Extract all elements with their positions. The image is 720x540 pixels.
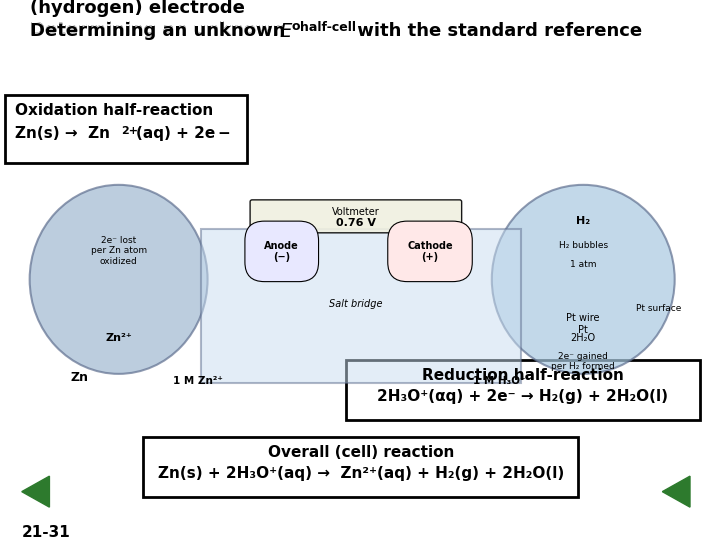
Text: H₂: H₂: [576, 217, 590, 226]
Text: 2H₃O⁺(αq) + 2e⁻ → H₂(g) + 2H₂O(l): 2H₃O⁺(αq) + 2e⁻ → H₂(g) + 2H₂O(l): [377, 389, 668, 404]
Text: 2+: 2+: [122, 126, 138, 136]
Text: half-cell: half-cell: [300, 21, 356, 33]
Polygon shape: [662, 476, 690, 507]
Text: (hydrogen) electrode: (hydrogen) electrode: [30, 0, 245, 17]
Text: 1 M H₃O⁺: 1 M H₃O⁺: [473, 376, 526, 386]
FancyBboxPatch shape: [346, 360, 700, 420]
Text: Pt surface: Pt surface: [636, 303, 681, 313]
Text: Zn(s) →  Zn: Zn(s) → Zn: [15, 126, 110, 141]
Text: (aq) + 2e: (aq) + 2e: [136, 126, 216, 141]
Text: Zn(s) + 2H₃O⁺(aq) →  Zn²⁺(aq) + H₂(g) + 2H₂O(l): Zn(s) + 2H₃O⁺(aq) → Zn²⁺(aq) + H₂(g) + 2…: [158, 467, 564, 482]
Text: H₂ bubbles: H₂ bubbles: [559, 241, 608, 249]
Ellipse shape: [492, 185, 675, 374]
Text: Overall (cell) reaction: Overall (cell) reaction: [268, 445, 454, 460]
FancyBboxPatch shape: [250, 200, 462, 233]
Text: with the standard reference: with the standard reference: [351, 23, 642, 40]
Text: Cathode
(+): Cathode (+): [408, 241, 453, 262]
Text: Voltmeter: Voltmeter: [332, 207, 379, 217]
Text: Reduction half-reaction: Reduction half-reaction: [422, 368, 624, 382]
Polygon shape: [22, 476, 50, 507]
FancyBboxPatch shape: [5, 95, 247, 163]
Ellipse shape: [30, 185, 207, 374]
Text: $\mathbf{\it{E}}$: $\mathbf{\it{E}}$: [279, 23, 293, 42]
Text: −: −: [217, 126, 230, 141]
Text: 2e⁻ lost
per Zn atom
oxidized: 2e⁻ lost per Zn atom oxidized: [91, 236, 147, 266]
Text: 1 M Zn²⁺: 1 M Zn²⁺: [173, 376, 222, 386]
Text: Oxidation half-reaction: Oxidation half-reaction: [15, 103, 213, 118]
Text: Determining an unknown: Determining an unknown: [30, 23, 292, 40]
Text: Pt wire
Pt: Pt wire Pt: [567, 313, 600, 335]
Text: Anode
(−): Anode (−): [264, 241, 299, 262]
Text: o: o: [292, 19, 300, 32]
Text: 1 atm: 1 atm: [570, 260, 596, 269]
FancyBboxPatch shape: [201, 229, 521, 383]
Text: Determining an unknown: Determining an unknown: [30, 21, 292, 38]
Text: Zn: Zn: [70, 372, 88, 384]
Text: Determining an unknown: Determining an unknown: [30, 21, 292, 38]
Text: Salt bridge: Salt bridge: [329, 299, 382, 309]
Text: 0.76 V: 0.76 V: [336, 218, 376, 228]
FancyBboxPatch shape: [143, 437, 578, 497]
Text: Zn²⁺: Zn²⁺: [105, 333, 132, 343]
Text: 21-31: 21-31: [22, 524, 71, 539]
Text: 2H₂O: 2H₂O: [571, 333, 596, 343]
Text: 2e⁻ gained
per H₂ formed: 2e⁻ gained per H₂ formed: [552, 352, 615, 372]
